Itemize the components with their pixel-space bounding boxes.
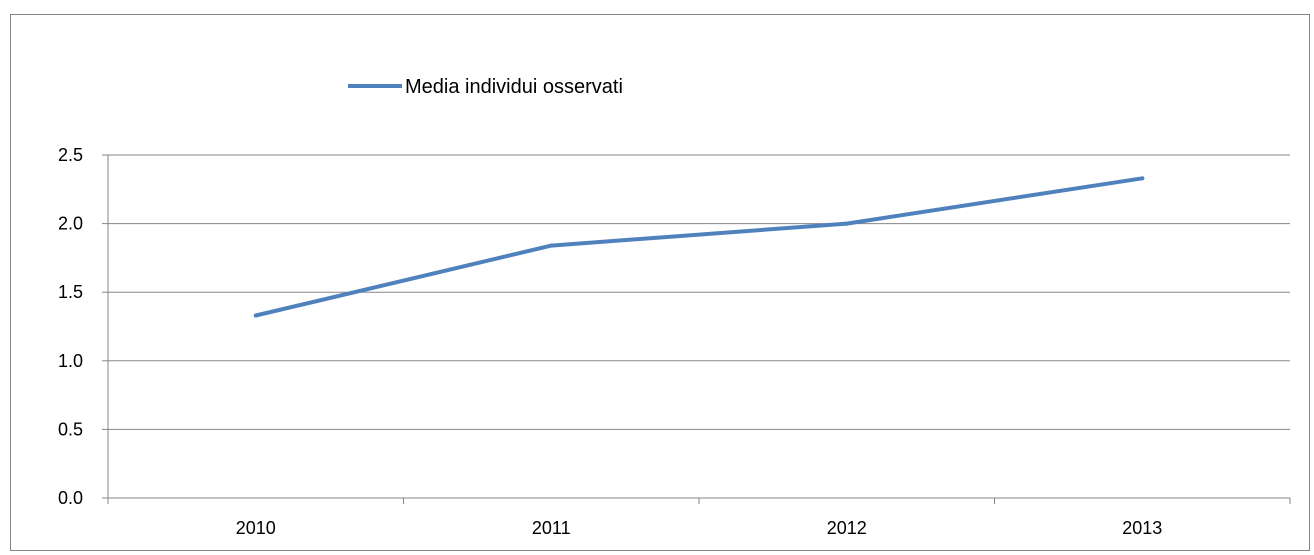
legend-label: Media individui osservati — [405, 76, 623, 98]
data-point-0-2 — [844, 221, 849, 226]
x-tick-label-0: 2010 — [236, 518, 276, 538]
x-axis-tick-labels: 2010 2011 2012 2013 — [236, 518, 1163, 538]
y-tick-label-0: 0.0 — [58, 488, 83, 508]
x-tick-label-1: 2011 — [532, 518, 571, 538]
series-line-0 — [253, 176, 1145, 318]
series-layer — [253, 176, 1145, 318]
y-tick-label-4: 2.0 — [58, 214, 83, 234]
x-tick-label-2: 2012 — [827, 518, 867, 538]
y-tick-label-2: 1.0 — [58, 351, 83, 371]
data-point-0-1 — [549, 243, 554, 248]
y-tick-label-1: 0.5 — [58, 419, 83, 439]
data-point-0-0 — [253, 313, 258, 318]
y-tick-label-5: 2.5 — [58, 145, 83, 165]
legend: Media individui osservati — [348, 76, 623, 98]
axes — [102, 154, 1291, 504]
y-tick-label-3: 1.5 — [58, 282, 83, 302]
data-point-0-3 — [1140, 176, 1145, 181]
y-axis-tick-labels: 0.0 0.5 1.0 1.5 2.0 2.5 — [58, 145, 83, 508]
gridlines — [108, 154, 1290, 430]
chart-frame — [10, 14, 1310, 551]
x-tick-label-3: 2013 — [1122, 518, 1162, 538]
